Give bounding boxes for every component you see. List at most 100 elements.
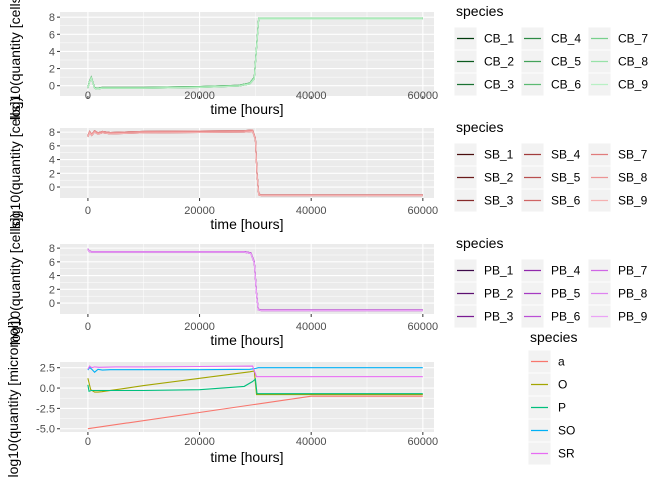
- legend-item-CB_2: CB_2: [453, 49, 514, 74]
- y-tick-label: -5.0: [36, 424, 55, 436]
- legend-label: CB_8: [618, 55, 648, 69]
- legend-label: SB_6: [551, 194, 581, 208]
- legend-label: SB_1: [484, 148, 514, 162]
- legend-item-PB_4: PB_4: [520, 258, 581, 283]
- legend-item-O: O: [527, 372, 567, 397]
- y-axis-title: log10(quantity [cells]): [7, 0, 23, 120]
- x-tick-label: 40000: [296, 321, 327, 333]
- legend-item-SB_6: SB_6: [520, 188, 581, 213]
- y-tick-label: 0: [49, 81, 55, 93]
- legend-item-a: a: [527, 349, 565, 374]
- series-line-SR: [87, 365, 423, 378]
- legend-item-P: P: [527, 395, 566, 420]
- legend-item-CB_4: CB_4: [520, 26, 581, 51]
- legend-label: CB_4: [551, 32, 581, 46]
- legend-label: P: [558, 401, 566, 415]
- legend-label: CB_6: [551, 78, 581, 92]
- y-tick-label: 2: [49, 284, 55, 296]
- y-tick-label: -2.5: [36, 403, 55, 415]
- series-line-CB_9: [87, 18, 423, 90]
- x-tick-label: 20000: [184, 90, 215, 102]
- legend-label: CB_2: [484, 55, 514, 69]
- legend-item-SB_7: SB_7: [587, 142, 648, 167]
- y-axis-title: log10(quantity [micromol]): [5, 316, 21, 477]
- legend-label: SB_5: [551, 171, 581, 185]
- y-tick-label: 2.5: [40, 363, 55, 375]
- legend-label: SB_3: [484, 194, 514, 208]
- legend-item-CB_9: CB_9: [587, 72, 648, 97]
- legend-label: CB_5: [551, 55, 581, 69]
- y-tick-label: 8: [49, 243, 55, 255]
- y-tick-label: 4: [49, 271, 55, 283]
- y-tick-label: 6: [49, 141, 55, 153]
- y-axis-title: log10(quantity [cells]): [7, 97, 23, 229]
- legend-title: species: [456, 119, 503, 135]
- x-axis-title: time [hours]: [210, 449, 283, 465]
- x-tick-label: 60000: [408, 90, 439, 102]
- legend-item-SB_3: SB_3: [453, 188, 514, 213]
- x-tick-label: 60000: [408, 205, 439, 217]
- y-tick-label: 0.0: [40, 383, 55, 395]
- series-line-PB_9: [87, 249, 423, 312]
- x-tick-label: 40000: [296, 90, 327, 102]
- legend-item-PB_1: PB_1: [453, 258, 514, 283]
- x-tick-label: 0: [85, 321, 91, 333]
- legend-item-CB_5: CB_5: [520, 49, 581, 74]
- legend-item-SB_5: SB_5: [520, 165, 581, 190]
- legend-label: PB_2: [484, 287, 514, 301]
- y-tick-label: 8: [49, 12, 55, 24]
- legend-label: SB_2: [484, 171, 514, 185]
- legend-item-SO: SO: [527, 418, 575, 443]
- y-tick-label: 4: [49, 46, 55, 58]
- y-tick-label: 0: [49, 182, 55, 194]
- legend-item-PB_9: PB_9: [587, 304, 648, 329]
- series-lines: [87, 248, 423, 312]
- legend-label: CB_7: [618, 32, 648, 46]
- series-lines: [87, 129, 423, 197]
- x-axis-title: time [hours]: [210, 332, 283, 348]
- legend-item-CB_7: CB_7: [587, 26, 648, 51]
- series-lines: [87, 365, 423, 430]
- x-tick-label: 60000: [408, 321, 439, 333]
- series-line-a: [87, 395, 423, 430]
- legend-title: species: [456, 3, 503, 19]
- legend-label: PB_4: [551, 264, 581, 278]
- y-tick-label: 4: [49, 155, 55, 167]
- legend-label: PB_9: [618, 310, 648, 324]
- x-tick-label: 20000: [184, 436, 215, 448]
- chart-panel-1: 0 20000 40000 60000 0 2 4 6 8 time [hours] log10(q…: [7, 0, 648, 120]
- legend-label: PB_5: [551, 287, 581, 301]
- legend-item-SB_4: SB_4: [520, 142, 581, 167]
- legend-item-CB_3: CB_3: [453, 72, 514, 97]
- x-tick-label: 0: [85, 436, 91, 448]
- y-tick-label: 6: [49, 29, 55, 41]
- y-tick-label: 2: [49, 64, 55, 76]
- y-tick-label: 6: [49, 257, 55, 269]
- plot-background: [60, 12, 434, 96]
- x-tick-label: 60000: [408, 436, 439, 448]
- legend-item-PB_6: PB_6: [520, 304, 581, 329]
- x-tick-label: 20000: [184, 321, 215, 333]
- legend: species SB_1 SB_2 SB_3 SB_4 SB_5 SB_6 SB_7 SB_8 S…: [453, 119, 648, 213]
- legend-item-CB_6: CB_6: [520, 72, 581, 97]
- x-axis-title: time [hours]: [210, 101, 283, 117]
- legend-item-PB_8: PB_8: [587, 281, 648, 306]
- x-tick-label: 40000: [296, 205, 327, 217]
- legend: species PB_1 PB_2 PB_3 PB_4 PB_5 PB_6 PB_7 PB_8 P…: [453, 235, 648, 329]
- x-tick-label: 0: [85, 90, 91, 102]
- legend-label: CB_1: [484, 32, 514, 46]
- legend-title: species: [456, 235, 503, 251]
- legend-item-PB_3: PB_3: [453, 304, 514, 329]
- legend-label: SB_8: [618, 171, 648, 185]
- legend-item-PB_5: PB_5: [520, 281, 581, 306]
- legend-label: SB_9: [618, 194, 648, 208]
- x-tick-label: 20000: [184, 205, 215, 217]
- chart-panel-2: 0 20000 40000 60000 0 24 6 8 time [hours] log10(q…: [7, 97, 648, 232]
- legend-item-PB_2: PB_2: [453, 281, 514, 306]
- x-tick-label: 0: [85, 205, 91, 217]
- legend-item-PB_7: PB_7: [587, 258, 648, 283]
- plot-background: [60, 362, 434, 432]
- plot-background: [60, 244, 434, 314]
- legend-label: O: [558, 378, 567, 392]
